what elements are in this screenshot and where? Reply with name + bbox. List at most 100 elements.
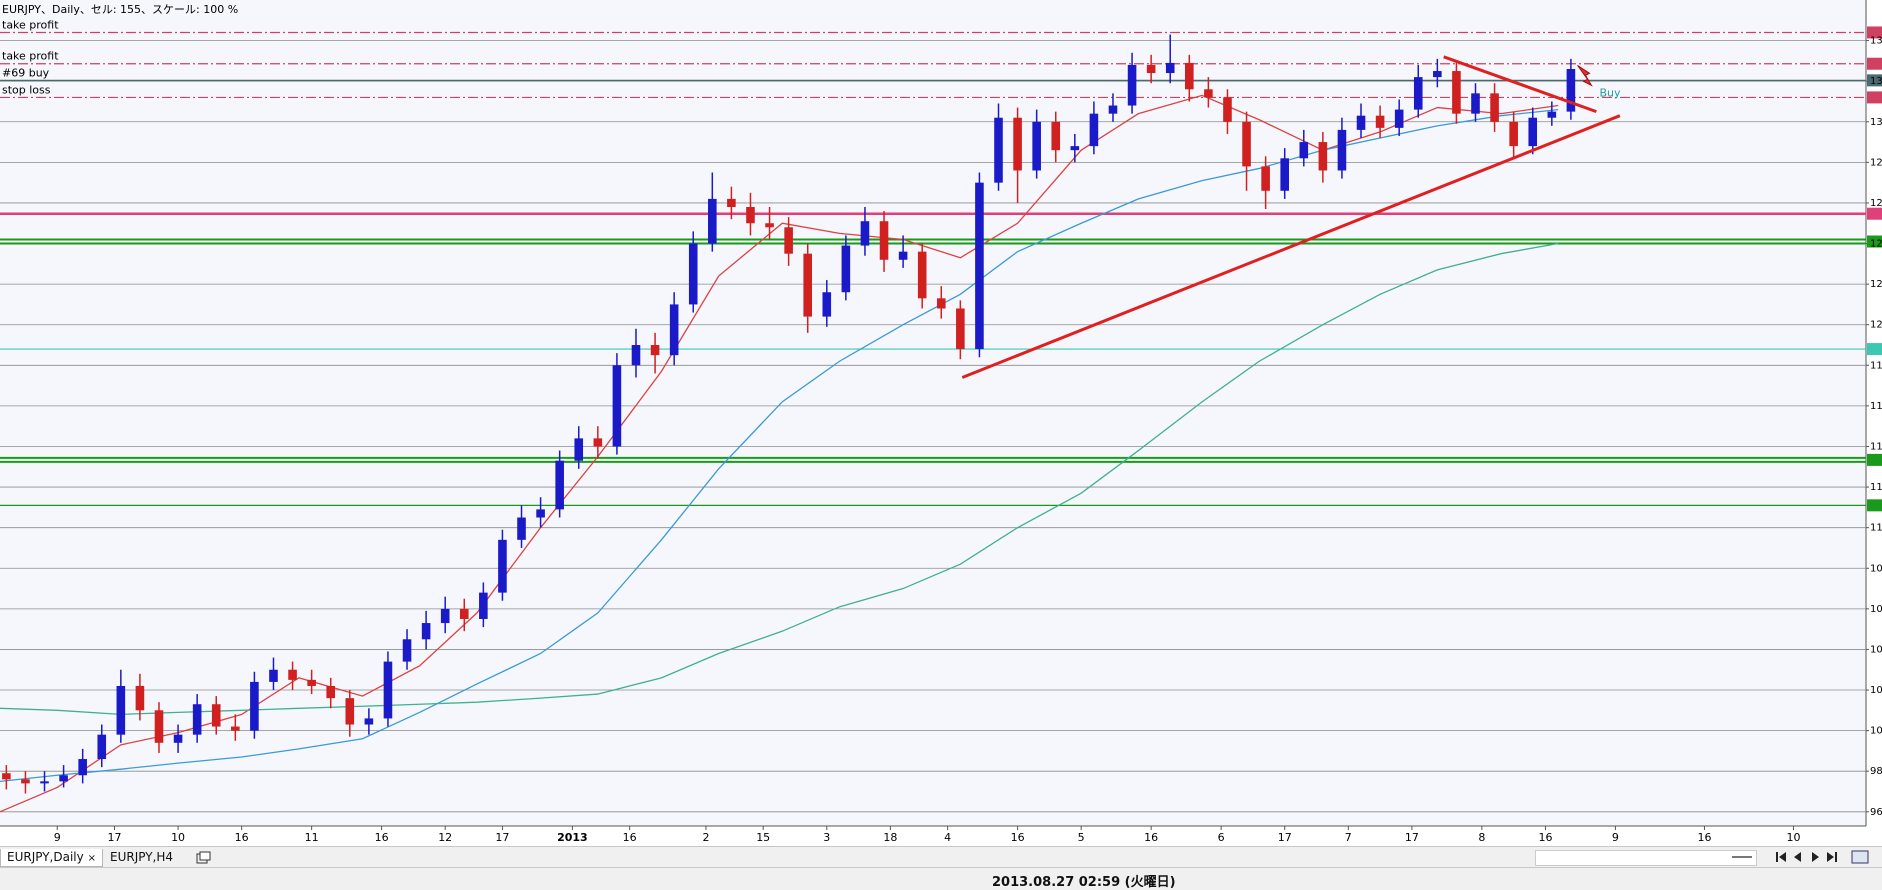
x-tick-label: 11 xyxy=(305,831,319,844)
x-tick-label: 4 xyxy=(944,831,951,844)
y-tick-label: 104 xyxy=(1870,644,1882,655)
y-tick-label: 122 xyxy=(1870,279,1882,290)
candle-body xyxy=(822,292,832,317)
candle-body xyxy=(1261,166,1270,191)
annotation: Buy xyxy=(1600,86,1622,99)
tab-menu-icon[interactable] xyxy=(196,851,212,865)
candle-body xyxy=(1566,69,1576,112)
level-price-tag xyxy=(1867,26,1882,39)
x-tick-label: 17 xyxy=(495,831,509,844)
candle-body xyxy=(669,304,679,356)
tab[interactable]: EURJPY,Daily × xyxy=(0,849,103,867)
x-tick-label: 9 xyxy=(1612,831,1619,844)
x-tick-label: 16 xyxy=(235,831,249,844)
x-tick-label: 10 xyxy=(171,831,185,844)
trade-arrow xyxy=(1577,64,1593,87)
candle-body xyxy=(59,775,68,782)
candle-body xyxy=(956,308,965,350)
candle-body xyxy=(1471,93,1480,114)
candle-body xyxy=(1299,142,1309,159)
moving-average xyxy=(0,94,1559,813)
candle-body xyxy=(879,221,889,260)
candle-body xyxy=(135,685,145,711)
x-tick-label: 6 xyxy=(1218,831,1225,844)
candle-body xyxy=(1413,77,1423,110)
level-label: take profit xyxy=(2,18,59,31)
candle-body xyxy=(173,734,183,743)
candle-body xyxy=(936,298,946,309)
chart-title: EURJPY、Daily、セル: 155、スケール: 100 % xyxy=(2,3,238,16)
y-tick-label: 132 xyxy=(1870,76,1882,87)
y-tick-label: 128 xyxy=(1870,157,1882,168)
candle-body xyxy=(1394,109,1404,128)
y-tick-label: 118 xyxy=(1870,360,1882,371)
candle-body xyxy=(2,773,11,780)
labels: 9698100102104106108110112114116118120122… xyxy=(2,18,1882,844)
candle-body xyxy=(440,608,450,624)
level-price-tag xyxy=(1867,57,1882,70)
x-tick-label: 12 xyxy=(438,831,452,844)
candle-body xyxy=(78,759,87,776)
tab-label[interactable]: EURJPY,Daily xyxy=(7,850,84,864)
candle-body xyxy=(288,669,297,680)
candle-body xyxy=(1509,121,1518,147)
y-tick-label: 120 xyxy=(1870,320,1882,331)
candle-body xyxy=(688,243,698,305)
level-price-tag xyxy=(1867,207,1882,220)
moving-average xyxy=(0,242,1559,716)
x-tick-label: 16 xyxy=(375,831,389,844)
candle-body xyxy=(97,734,107,760)
candle-body xyxy=(211,704,221,727)
trendlines xyxy=(961,55,1621,379)
candle-body xyxy=(860,221,870,246)
y-tick-label: 100 xyxy=(1870,726,1882,737)
y-tick-label: 102 xyxy=(1870,685,1882,696)
tab-bar: EURJPY,Daily × EURJPY,H4 xyxy=(0,846,1882,868)
candle-body xyxy=(364,718,374,725)
candle-body xyxy=(307,679,316,686)
x-tick-label: 17 xyxy=(1278,831,1292,844)
status-bar: 2013.08.27 02:59 (火曜日) xyxy=(0,868,1882,890)
x-tick-label: 16 xyxy=(623,831,637,844)
x-tick-label: 7 xyxy=(1345,831,1352,844)
candle-body xyxy=(708,198,717,244)
x-tick-label: 8 xyxy=(1478,831,1485,844)
candle-body xyxy=(803,253,813,317)
level-price-tag xyxy=(1867,91,1882,104)
candle-body xyxy=(1375,115,1385,128)
candle-body xyxy=(479,592,488,619)
levels xyxy=(0,26,1882,512)
candle-body xyxy=(1242,121,1251,167)
grid xyxy=(0,40,1869,830)
y-tick-label: 106 xyxy=(1870,604,1882,615)
candle-body xyxy=(1490,93,1499,122)
y-tick-label: 98 xyxy=(1870,766,1882,777)
candle-body xyxy=(383,661,393,719)
candle-body xyxy=(498,539,507,593)
candle-body xyxy=(1528,117,1538,147)
trendline xyxy=(961,114,1621,379)
candle-body xyxy=(231,726,240,731)
candle-body xyxy=(1356,115,1366,130)
y-tick-label: 130 xyxy=(1870,117,1882,128)
candle-body xyxy=(40,781,49,784)
x-tick-label: 16 xyxy=(1697,831,1711,844)
scroll-buttons[interactable] xyxy=(1776,850,1876,864)
x-tick-label: 18 xyxy=(883,831,897,844)
candle-body xyxy=(421,623,431,640)
candle-body xyxy=(269,669,278,682)
candle-body xyxy=(1547,111,1557,118)
tab-label[interactable]: EURJPY,H4 xyxy=(110,850,174,864)
status-time: 2013.08.27 02:59 (火曜日) xyxy=(992,875,1176,890)
x-tick-label: 15 xyxy=(756,831,770,844)
candle-body xyxy=(21,779,30,784)
x-tick-label: 10 xyxy=(1786,831,1800,844)
candle-body xyxy=(917,251,927,299)
scrollbar[interactable] xyxy=(1535,850,1757,866)
candle-body xyxy=(1108,105,1118,114)
candle-body xyxy=(326,685,336,699)
x-tick-label: 3 xyxy=(823,831,830,844)
tab-close[interactable]: × xyxy=(87,853,96,864)
tab[interactable]: EURJPY,H4 xyxy=(104,849,179,866)
